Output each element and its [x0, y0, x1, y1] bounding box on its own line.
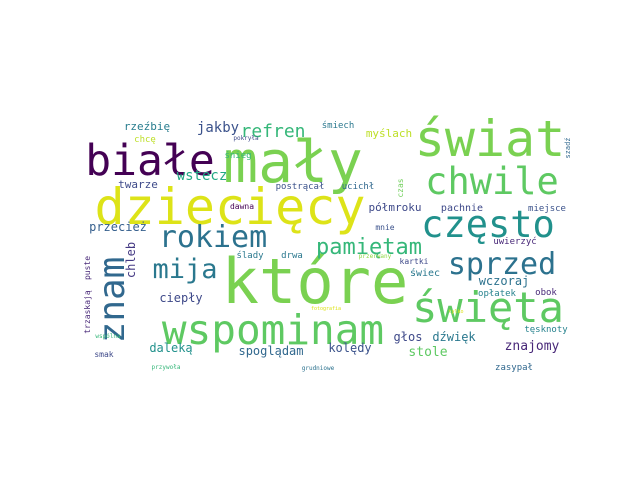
word-maly: mały [223, 128, 363, 196]
word-biale: białe [85, 136, 214, 186]
word-wczoraj: wczoraj [479, 274, 530, 288]
word-swiec: świec [410, 267, 440, 279]
word-puste: puste [83, 256, 92, 280]
word-refren: refren [240, 121, 305, 142]
word-wspolna: wspólna [95, 333, 121, 340]
word-myslach: myślach [366, 127, 412, 140]
word-chce: chcę [134, 135, 156, 145]
word-rokiem: rokiem [159, 220, 267, 255]
word-czesto: często [421, 203, 555, 246]
word-znajomy: znajomy [505, 339, 560, 354]
word-uwierzyc: uwierzyć [493, 236, 536, 247]
word-dzwiek: dźwięk [432, 330, 476, 344]
word-chwile: chwile [425, 160, 559, 203]
word-drwa: drwa [281, 251, 303, 261]
word-kartki: kartki [400, 257, 429, 266]
word-tylko: tylko [448, 309, 463, 315]
word-cieply: ciepły [159, 291, 202, 305]
word-spogladam: spoglądam [238, 344, 303, 358]
word-zasypal: zasypał [495, 363, 533, 373]
word-smiech: śmiech [322, 120, 355, 131]
word-jakby: jakby [197, 120, 239, 136]
word-znam: znam [92, 257, 133, 344]
word-swieta: święta [412, 283, 564, 332]
word-daleka: daleką [149, 341, 192, 355]
word-tesknoty: tęsknoty [524, 325, 568, 335]
word-szadz: szadź [564, 137, 572, 158]
word-stole: stole [408, 345, 447, 360]
word-glos: głos [394, 330, 423, 344]
word-miejsce: miejsce [528, 204, 566, 214]
word-czas: czas [396, 178, 405, 197]
word-polmroku: półmroku [369, 201, 422, 214]
word-ktore: które [222, 245, 409, 318]
word-smak: smak [94, 350, 113, 359]
word-postracal: postrącał [276, 182, 325, 192]
word-twarze: twarze [118, 178, 158, 191]
word-sprzed: sprzed [448, 247, 556, 282]
word-koledy: kolędy [328, 341, 371, 355]
word-przeciez: przecież [89, 220, 147, 234]
word-dzieciecy: dziecięcy [95, 178, 366, 236]
word-grudniowe: grudniowe [302, 365, 335, 372]
word-obok: obok [535, 288, 557, 298]
word-wspominam: wspominam [162, 306, 384, 354]
word-swiat: świat [415, 110, 566, 168]
word-oplatek: opłatek [478, 289, 517, 299]
word-pamietam: pamiętam [316, 235, 422, 260]
word-mnie: mnie [375, 223, 394, 232]
word-fotografia: fotografia [311, 306, 341, 312]
word-przerwany: przerwany [359, 253, 392, 260]
word-snieg: śnieg [224, 150, 251, 161]
word-pokryla: pokryła [233, 135, 259, 142]
word-ucichl: ucichł [342, 182, 375, 192]
word-chleb: chleb [124, 242, 138, 278]
word-trzaskaja: trzaskają [83, 290, 92, 334]
word-pachnie: pachnie [441, 203, 483, 214]
word-dawna: dawna [230, 202, 254, 211]
word-mija: mija [152, 254, 217, 285]
word-przywola: przywoła [152, 364, 181, 371]
word-rzezbie: rzeźbię [124, 120, 170, 133]
word-slady: ślady [236, 250, 264, 261]
word-wstecz: wstecz [177, 168, 228, 184]
